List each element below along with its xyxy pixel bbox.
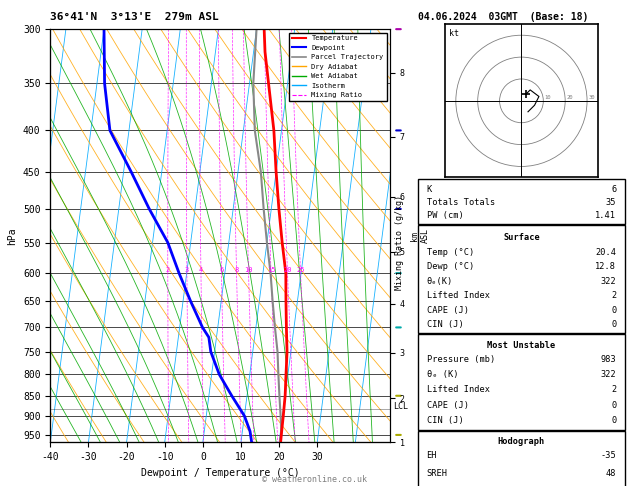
Text: 983: 983 bbox=[601, 355, 616, 364]
Text: 20: 20 bbox=[566, 95, 573, 100]
Text: θₑ(K): θₑ(K) bbox=[426, 277, 453, 286]
Text: 10: 10 bbox=[244, 267, 253, 273]
Text: 4: 4 bbox=[199, 267, 203, 273]
Text: 36°41'N  3°13'E  279m ASL: 36°41'N 3°13'E 279m ASL bbox=[50, 12, 219, 22]
Text: 322: 322 bbox=[601, 277, 616, 286]
Text: Dewp (°C): Dewp (°C) bbox=[426, 262, 474, 271]
Text: θₑ (K): θₑ (K) bbox=[426, 370, 458, 379]
Text: CAPE (J): CAPE (J) bbox=[426, 306, 469, 314]
Text: 12.8: 12.8 bbox=[595, 262, 616, 271]
Text: 20: 20 bbox=[283, 267, 292, 273]
Text: 2: 2 bbox=[165, 267, 170, 273]
Text: 6: 6 bbox=[611, 185, 616, 193]
Text: CIN (J): CIN (J) bbox=[426, 320, 464, 329]
Text: EH: EH bbox=[426, 451, 437, 460]
Text: Lifted Index: Lifted Index bbox=[426, 291, 489, 300]
Text: 6: 6 bbox=[220, 267, 223, 273]
Text: 10: 10 bbox=[545, 95, 551, 100]
Text: 30: 30 bbox=[588, 95, 594, 100]
Text: Hodograph: Hodograph bbox=[498, 437, 545, 447]
Text: 0: 0 bbox=[611, 306, 616, 314]
Text: 15: 15 bbox=[267, 267, 276, 273]
Text: 3: 3 bbox=[185, 267, 189, 273]
Text: 20.4: 20.4 bbox=[595, 248, 616, 257]
Text: Totals Totals: Totals Totals bbox=[426, 198, 495, 207]
Text: Most Unstable: Most Unstable bbox=[487, 341, 555, 349]
Text: 1.41: 1.41 bbox=[595, 211, 616, 221]
Text: CIN (J): CIN (J) bbox=[426, 416, 464, 425]
Text: 2: 2 bbox=[611, 385, 616, 395]
Text: 04.06.2024  03GMT  (Base: 18): 04.06.2024 03GMT (Base: 18) bbox=[418, 12, 589, 22]
Text: kt: kt bbox=[449, 29, 459, 38]
Text: Pressure (mb): Pressure (mb) bbox=[426, 355, 495, 364]
Text: SREH: SREH bbox=[426, 469, 448, 478]
Y-axis label: hPa: hPa bbox=[8, 227, 18, 244]
Text: CAPE (J): CAPE (J) bbox=[426, 401, 469, 410]
Text: Surface: Surface bbox=[503, 233, 540, 242]
Text: 322: 322 bbox=[601, 370, 616, 379]
Text: 0: 0 bbox=[611, 416, 616, 425]
Text: LCL: LCL bbox=[393, 402, 408, 411]
Text: -35: -35 bbox=[601, 451, 616, 460]
Text: 8: 8 bbox=[235, 267, 238, 273]
Text: 35: 35 bbox=[606, 198, 616, 207]
Y-axis label: km
ASL: km ASL bbox=[410, 228, 430, 243]
Text: 0: 0 bbox=[611, 401, 616, 410]
X-axis label: Dewpoint / Temperature (°C): Dewpoint / Temperature (°C) bbox=[141, 468, 299, 478]
Text: 2: 2 bbox=[611, 291, 616, 300]
Text: Lifted Index: Lifted Index bbox=[426, 385, 489, 395]
Text: Temp (°C): Temp (°C) bbox=[426, 248, 474, 257]
Text: © weatheronline.co.uk: © weatheronline.co.uk bbox=[262, 474, 367, 484]
Text: K: K bbox=[426, 185, 431, 193]
Text: 0: 0 bbox=[611, 320, 616, 329]
Legend: Temperature, Dewpoint, Parcel Trajectory, Dry Adiabat, Wet Adiabat, Isotherm, Mi: Temperature, Dewpoint, Parcel Trajectory… bbox=[289, 33, 386, 101]
Text: PW (cm): PW (cm) bbox=[426, 211, 464, 221]
Text: Mixing Ratio (g/kg): Mixing Ratio (g/kg) bbox=[395, 195, 404, 291]
Text: 25: 25 bbox=[296, 267, 305, 273]
Text: 48: 48 bbox=[606, 469, 616, 478]
